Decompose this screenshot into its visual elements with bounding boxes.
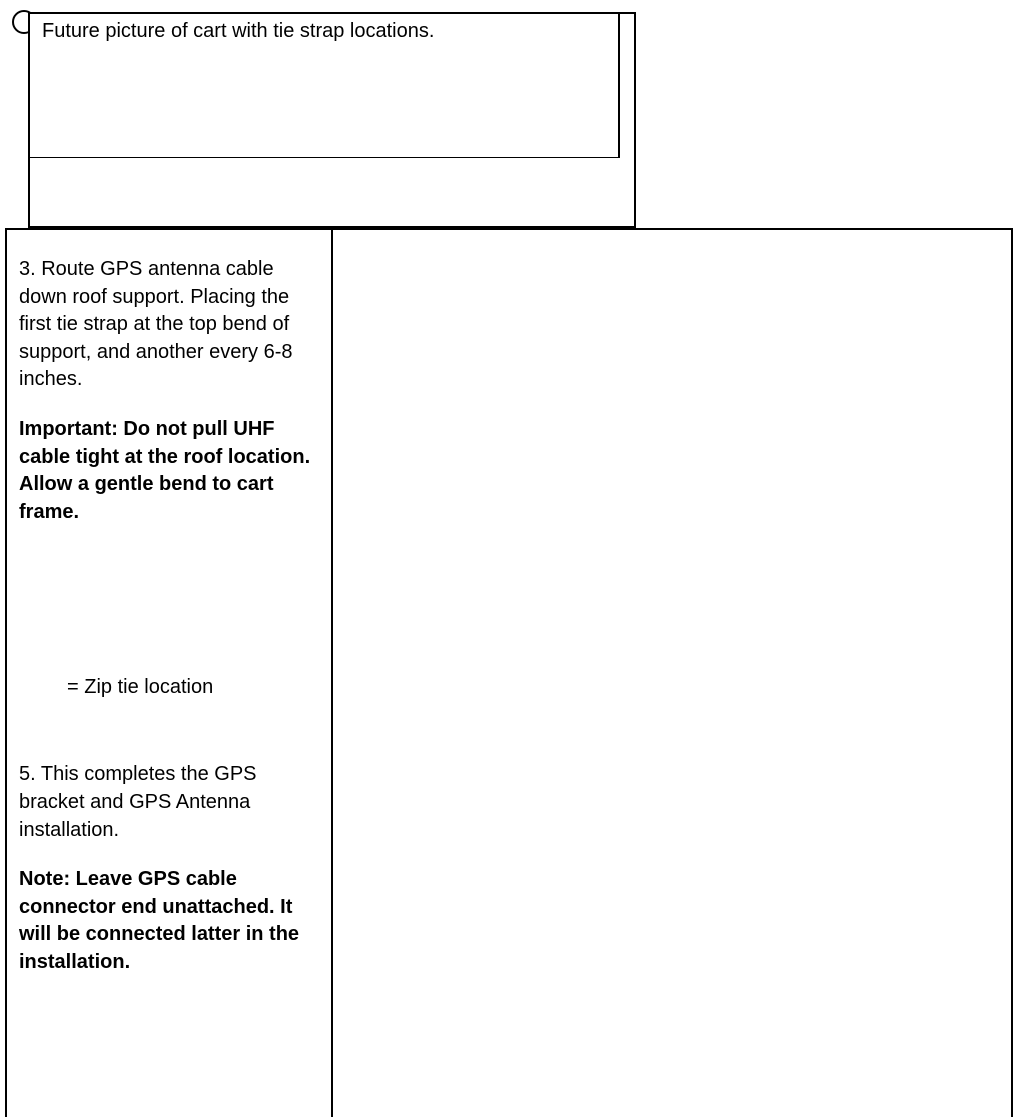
image-placeholder-box: Future picture of cart with tie strap lo… [28, 12, 636, 228]
instruction-cell: 3. Route GPS antenna cable down roof sup… [6, 230, 332, 1117]
step-3-text: 3. Route GPS antenna cable down roof sup… [19, 256, 321, 394]
note-text: Note: Leave GPS cable connector end unat… [19, 866, 321, 976]
image-cell [332, 230, 1012, 1117]
instruction-table: 3. Route GPS antenna cable down roof sup… [5, 228, 1013, 1117]
step-5-text: 5. This completes the GPS bracket and GP… [19, 761, 321, 844]
legend-text: = Zip tie location [19, 676, 321, 699]
placeholder-caption: Future picture of cart with tie strap lo… [42, 20, 434, 43]
important-text: Important: Do not pull UHF cable tight a… [19, 416, 321, 526]
